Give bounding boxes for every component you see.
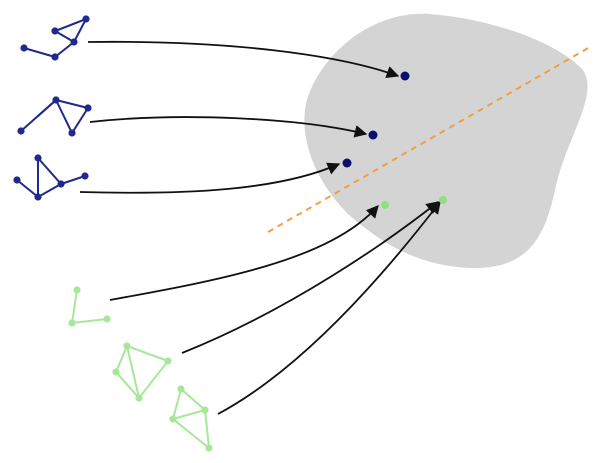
embedding-point-a1 [400,71,410,81]
graph-b3 [169,385,213,452]
graph-a1 [20,15,90,61]
embedding-point-b1 [381,201,389,209]
graph-a3 [13,154,89,201]
arrow-a1 [87,40,400,79]
embedding-point-a3 [342,158,352,168]
decision-boundary-line [267,46,591,233]
arrow-b2 [181,201,439,354]
arrow-a2 [89,116,368,138]
graph-b1 [68,286,111,327]
graph-b2 [112,342,172,402]
embedding-point-a2 [368,130,378,140]
embedding-space-region [304,13,588,269]
embedding-point-b2 [439,196,447,204]
arrow-b3 [217,201,441,415]
graph-a2 [17,96,92,137]
arrow-b1 [109,205,379,301]
arrow-a3 [79,162,341,194]
